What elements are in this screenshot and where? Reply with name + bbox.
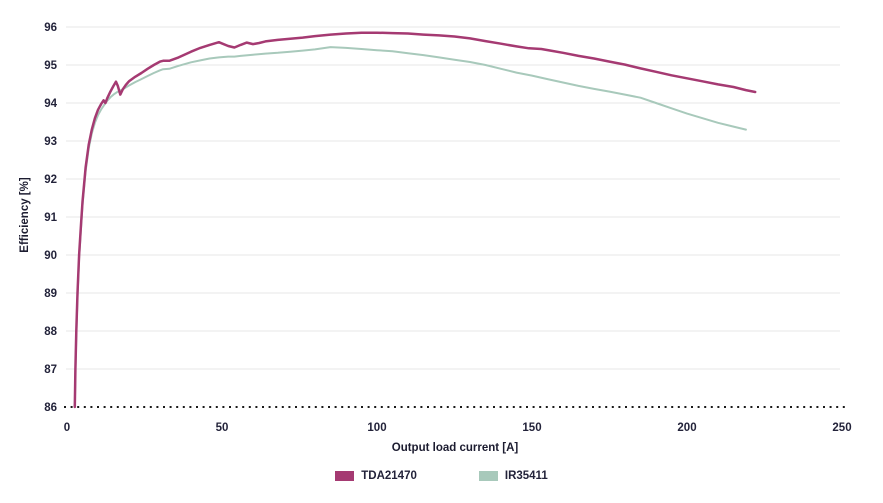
legend-item-ir35411: IR35411 xyxy=(478,470,548,482)
series-line-tda21470 xyxy=(73,31,757,409)
x-tick-label: 200 xyxy=(677,422,696,434)
x-tick-label: 100 xyxy=(367,422,386,434)
y-tick-label: 95 xyxy=(44,60,57,72)
x-axis-title: Output load current [A] xyxy=(391,442,519,454)
y-tick-label: 86 xyxy=(44,402,57,414)
y-axis-title: Efficiency [%] xyxy=(19,177,31,253)
x-tick-label: 150 xyxy=(522,422,541,434)
y-tick-label: 90 xyxy=(44,250,57,262)
y-tick-label: 96 xyxy=(44,22,57,34)
legend-swatch-0 xyxy=(335,471,355,481)
y-tick-label: 91 xyxy=(44,212,57,224)
y-tick-label: 87 xyxy=(44,364,57,376)
y-tick-label: 89 xyxy=(44,288,57,300)
legend-swatch-1 xyxy=(478,471,498,481)
x-tick-label: 0 xyxy=(64,422,70,434)
y-tick-label: 88 xyxy=(44,326,57,338)
y-tick-label: 93 xyxy=(44,136,57,148)
x-tick-label: 50 xyxy=(216,422,229,434)
legend-item-tda21470: TDA21470 xyxy=(335,470,417,482)
series-line-ir35411 xyxy=(73,46,747,408)
y-tick-label: 92 xyxy=(44,174,57,186)
y-tick-label: 94 xyxy=(44,98,57,110)
legend-label: IR35411 xyxy=(504,470,548,482)
legend-label: TDA21470 xyxy=(361,470,417,482)
legend: TDA21470 IR35411 xyxy=(0,470,883,482)
x-tick-label: 250 xyxy=(832,422,851,434)
